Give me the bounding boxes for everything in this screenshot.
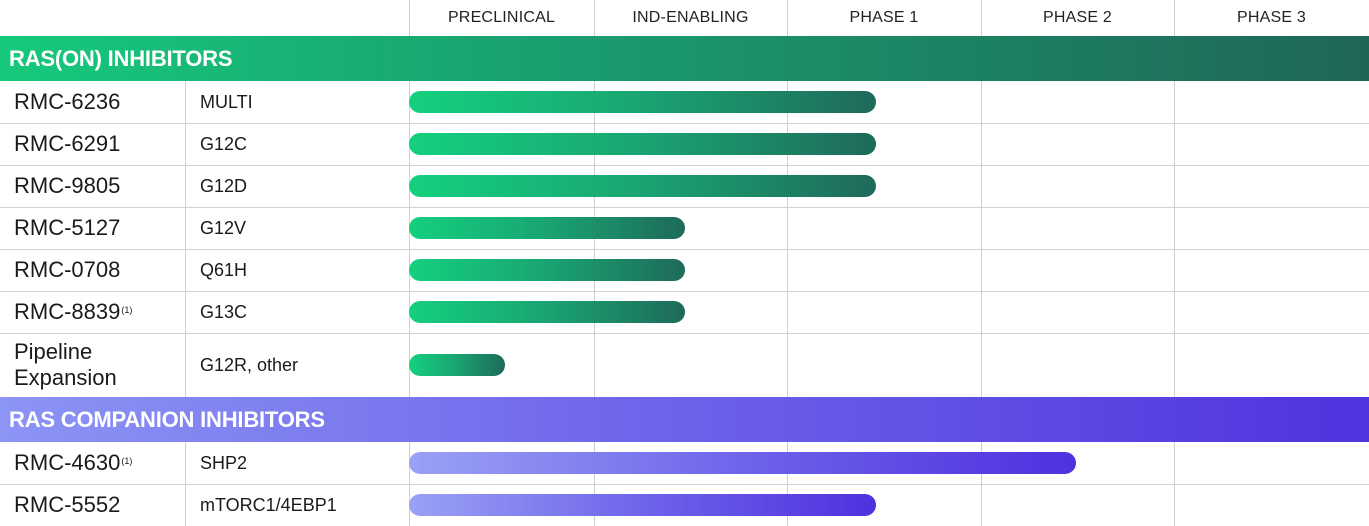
column-divider (1174, 0, 1175, 36)
row-divider (0, 123, 1369, 124)
drug-name-text: RMC-9805 (14, 172, 121, 198)
column-divider (409, 0, 410, 36)
drug-target: G12D (200, 175, 248, 196)
column-divider (1174, 333, 1175, 397)
column-divider (1174, 249, 1175, 291)
column-divider (981, 0, 982, 36)
column-divider (185, 249, 186, 291)
column-divider (185, 207, 186, 249)
section-header-ras-on-inhibitors: RAS(ON) INHIBITORS (0, 36, 1369, 81)
column-divider (594, 0, 595, 36)
phase-header-2: IND-ENABLING (632, 9, 749, 26)
column-divider (1174, 81, 1175, 123)
drug-name: RMC-0708 (14, 249, 120, 291)
drug-target: MULTI (200, 91, 253, 112)
column-divider (981, 291, 982, 333)
drug-target: G13C (200, 301, 248, 322)
drug-name: RMC-6291 (14, 123, 120, 165)
column-divider (1174, 123, 1175, 165)
row-divider (0, 484, 1369, 485)
progress-bar (409, 175, 877, 197)
progress-bar (409, 259, 685, 281)
drug-target: Q61H (200, 259, 248, 280)
progress-bar (409, 133, 877, 155)
column-divider (1174, 291, 1175, 333)
column-divider (185, 442, 186, 484)
phase-header-4: PHASE 2 (1043, 9, 1112, 26)
section-header-ras-companion-inhibitors: RAS COMPANION INHIBITORS (0, 397, 1369, 442)
drug-name-text: RMC-4630 (14, 449, 121, 475)
column-divider (1174, 442, 1175, 484)
row-divider (0, 165, 1369, 166)
drug-name-text: RMC-6291 (14, 130, 121, 156)
column-divider (185, 484, 186, 526)
column-divider (981, 165, 982, 207)
drug-target: SHP2 (200, 452, 248, 473)
column-divider (981, 123, 982, 165)
column-divider (1174, 165, 1175, 207)
column-divider (1174, 207, 1175, 249)
column-divider (787, 333, 788, 397)
column-divider (981, 333, 982, 397)
drug-name: RMC-5552 (14, 484, 120, 526)
column-divider (594, 333, 595, 397)
drug-name-text: RMC-6236 (14, 88, 121, 114)
drug-target: mTORC1/4EBP1 (200, 494, 337, 515)
row-divider (0, 291, 1369, 292)
progress-bar (409, 91, 877, 113)
drug-name: RMC-6236 (14, 81, 120, 123)
drug-name-text: RMC-5552 (14, 491, 121, 517)
column-divider (981, 249, 982, 291)
drug-name: RMC-8839 (1) (14, 291, 132, 333)
column-divider (1174, 484, 1175, 526)
column-divider (787, 0, 788, 36)
drug-name: RMC-5127 (14, 207, 120, 249)
drug-target: G12C (200, 133, 248, 154)
column-divider (981, 484, 982, 526)
column-divider (185, 333, 186, 397)
column-divider (787, 249, 788, 291)
phase-header-1: PRECLINICAL (447, 9, 556, 26)
drug-target: G12R, other (200, 354, 299, 375)
column-divider (185, 81, 186, 123)
row-divider (0, 207, 1369, 208)
row-divider (0, 333, 1369, 334)
column-divider (185, 123, 186, 165)
row-divider (0, 249, 1369, 250)
drug-name-text: RMC-0708 (14, 256, 121, 282)
footnote-marker: (1) (121, 455, 133, 466)
drug-target: G12V (200, 217, 247, 238)
footnote-marker: (1) (121, 304, 133, 315)
column-divider (787, 291, 788, 333)
drug-name-text: RMC-8839 (14, 298, 121, 324)
progress-bar (409, 217, 685, 239)
section-title: RAS COMPANION INHIBITORS (9, 406, 325, 432)
drug-name-text: RMC-5127 (14, 214, 121, 240)
progress-bar (409, 494, 877, 516)
column-divider (787, 207, 788, 249)
drug-name-text: Pipeline Expansion (14, 338, 117, 390)
section-title: RAS(ON) INHIBITORS (9, 45, 233, 71)
drug-name: RMC-4630 (1) (14, 442, 132, 484)
column-divider (185, 291, 186, 333)
column-divider (981, 81, 982, 123)
drug-name: Pipeline Expansion (14, 333, 117, 397)
progress-bar (409, 301, 685, 323)
progress-bar (409, 354, 506, 376)
phase-header-3: PHASE 1 (849, 9, 919, 26)
progress-bar (409, 452, 1076, 474)
phase-header-5: PHASE 3 (1237, 9, 1306, 26)
column-divider (981, 207, 982, 249)
drug-name: RMC-9805 (14, 165, 120, 207)
column-divider (185, 165, 186, 207)
